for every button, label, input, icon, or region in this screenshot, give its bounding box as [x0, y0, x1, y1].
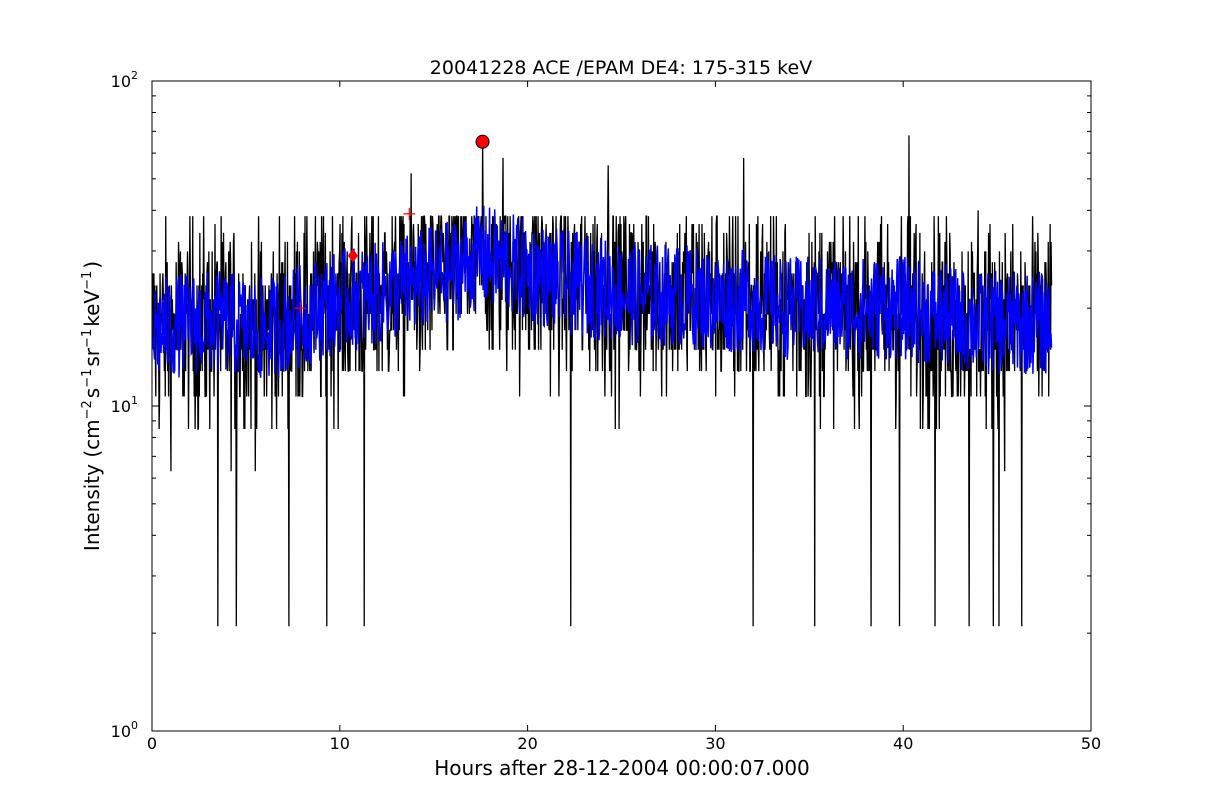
plot-data-layer [152, 134, 1053, 627]
y-axis-title-text: s [80, 388, 104, 398]
marker-diamond [347, 248, 359, 263]
marker-circle-peak [475, 134, 490, 149]
y-tick-label-base: 10 [111, 72, 131, 91]
y-axis-title-sup: −1 [80, 329, 95, 348]
y-axis-title-text: sr [80, 347, 104, 366]
y-axis-title-text: ) [80, 261, 104, 269]
x-tick-label: 20 [517, 734, 537, 753]
x-tick-label: 30 [705, 734, 725, 753]
y-axis-title-sup: −1 [80, 369, 95, 388]
y-tick-label-exponent: 2 [131, 69, 138, 82]
marker-plus [403, 207, 416, 220]
y-tick-label: 100 [111, 719, 138, 741]
x-tick-label: 0 [147, 734, 157, 753]
x-tick-label: 40 [893, 734, 913, 753]
x-axis-title: Hours after 28-12-2004 00:00:07.000 [434, 756, 810, 780]
y-tick-label-exponent: 0 [131, 719, 138, 732]
y-tick-label-base: 10 [111, 397, 131, 416]
y-axis-title-sup: −1 [80, 271, 95, 290]
y-axis-title-sup: −2 [80, 400, 95, 419]
marker-plus [294, 302, 307, 315]
y-tick-label: 102 [111, 69, 138, 91]
y-axis-title-text: keV [80, 290, 104, 327]
y-tick-label-base: 10 [111, 722, 131, 741]
chart-title: 20041228 ACE /EPAM DE4: 175-315 keV [430, 57, 812, 79]
x-tick-label: 50 [1081, 734, 1101, 753]
axis-ticks [151, 80, 1092, 732]
series-smoothed-intensity-line [152, 205, 1053, 378]
y-axis-title: Intensity (cm−2s−1sr−1keV−1) [80, 261, 104, 551]
y-axis-title-text: Intensity (cm [80, 419, 104, 551]
y-tick-label: 101 [111, 394, 138, 416]
x-tick-label: 10 [330, 734, 350, 753]
y-tick-label-exponent: 1 [131, 394, 138, 407]
